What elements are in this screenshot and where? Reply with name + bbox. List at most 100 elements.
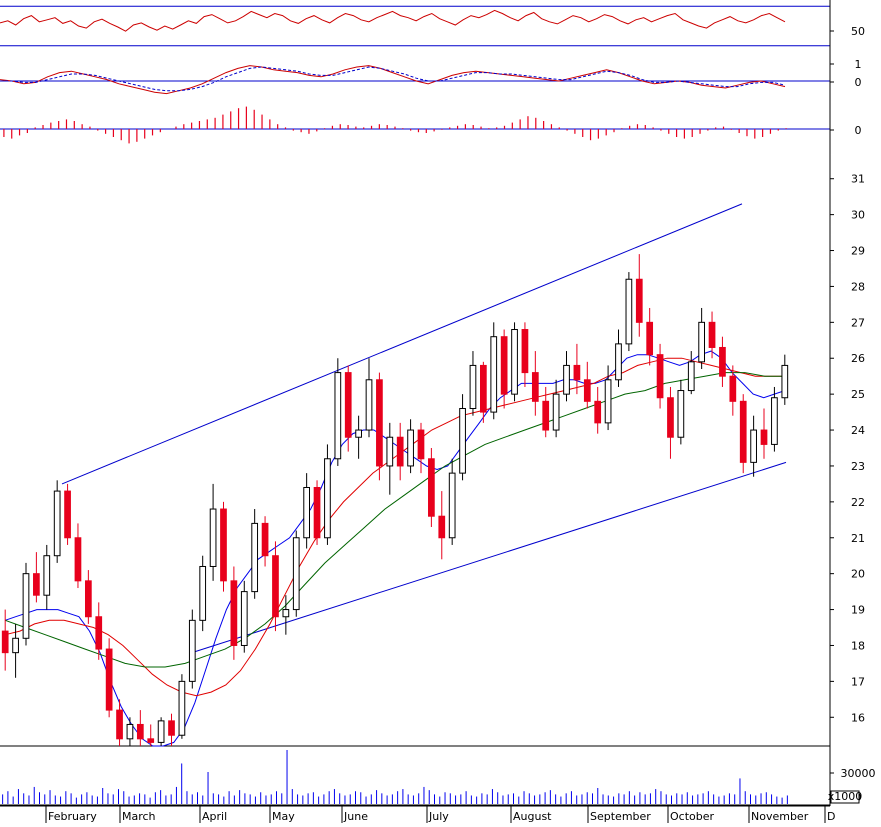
month-label: February bbox=[48, 810, 97, 823]
month-label: September bbox=[590, 810, 651, 823]
candle-body bbox=[438, 515, 446, 539]
rsi-panel bbox=[0, 5, 830, 47]
candle-body bbox=[220, 508, 227, 582]
price-panel bbox=[0, 203, 830, 747]
candle-body bbox=[136, 723, 144, 740]
month-label: June bbox=[343, 810, 368, 823]
candle-body bbox=[563, 364, 570, 395]
candle-body bbox=[53, 490, 61, 557]
channel-lower-line bbox=[191, 461, 787, 654]
candle-body bbox=[781, 364, 789, 399]
candle-body bbox=[64, 490, 71, 539]
month-label: July bbox=[428, 810, 449, 823]
price-tick-label: 22 bbox=[851, 496, 865, 509]
candle-body bbox=[635, 278, 643, 323]
candle-body bbox=[334, 372, 342, 460]
histogram-tick-label: 0 bbox=[855, 124, 862, 137]
candle-body bbox=[708, 321, 716, 348]
price-tick-label: 30 bbox=[851, 209, 865, 222]
price-tick-label: 16 bbox=[851, 711, 865, 724]
month-label: May bbox=[272, 810, 295, 823]
month-label: March bbox=[122, 810, 156, 823]
candle-body bbox=[615, 343, 622, 381]
candle-body bbox=[677, 390, 685, 438]
candle-body bbox=[646, 321, 654, 356]
price-tick-label: 31 bbox=[851, 173, 865, 186]
rsi-series-line bbox=[0, 9, 786, 32]
candle-body bbox=[407, 429, 414, 467]
rsi-tick-label: 50 bbox=[851, 25, 865, 38]
candle-body bbox=[116, 709, 123, 740]
candle-body bbox=[594, 400, 602, 424]
candle-body bbox=[511, 329, 518, 395]
candle-body bbox=[84, 580, 92, 618]
candle-body bbox=[604, 379, 612, 424]
candle-body bbox=[365, 379, 373, 431]
candle-body bbox=[750, 429, 757, 463]
candle-body bbox=[199, 565, 207, 621]
price-tick-label: 18 bbox=[851, 639, 865, 652]
month-label: D bbox=[827, 810, 835, 823]
price-tick-label: 29 bbox=[851, 245, 865, 258]
candle-body bbox=[490, 336, 498, 413]
candle-body bbox=[583, 379, 591, 402]
candle-body bbox=[386, 436, 394, 467]
candle-body bbox=[719, 346, 726, 377]
month-label: April bbox=[202, 810, 227, 823]
volume-unit-label: x1000 bbox=[828, 790, 863, 803]
price-tick-label: 23 bbox=[851, 460, 865, 473]
candle-body bbox=[230, 580, 238, 646]
candle-body bbox=[292, 537, 300, 611]
candle-body bbox=[324, 458, 331, 539]
candle-body bbox=[1, 630, 9, 654]
candle-body bbox=[168, 720, 175, 736]
candle-body bbox=[459, 408, 466, 474]
candle-body bbox=[22, 573, 30, 639]
candle-body bbox=[157, 720, 165, 743]
candle-body bbox=[147, 738, 155, 743]
candle-body bbox=[33, 573, 40, 596]
month-label: August bbox=[513, 810, 552, 823]
medium-ma-line bbox=[5, 357, 785, 697]
price-tick-label: 26 bbox=[851, 352, 865, 365]
candle-body bbox=[344, 372, 352, 438]
candle-body bbox=[469, 364, 477, 410]
candle-body bbox=[240, 591, 248, 646]
candle-body bbox=[95, 616, 103, 650]
candle-body bbox=[698, 321, 706, 363]
price-tick-label: 21 bbox=[851, 532, 865, 545]
candle-body bbox=[531, 372, 539, 402]
candle-body bbox=[188, 619, 196, 682]
candle-body bbox=[739, 400, 747, 463]
candle-body bbox=[521, 329, 529, 374]
macd-signal-line bbox=[0, 66, 786, 92]
macd-tick-label: 0 bbox=[855, 76, 862, 89]
candle-body bbox=[428, 458, 435, 517]
unit-label-box bbox=[830, 790, 860, 804]
candle-body bbox=[209, 508, 217, 567]
candle-body bbox=[656, 354, 664, 399]
candle-body bbox=[178, 680, 186, 736]
candle-body bbox=[43, 555, 51, 596]
candle-body bbox=[573, 364, 581, 381]
candle-body bbox=[687, 361, 695, 392]
candle-body bbox=[376, 379, 383, 467]
candle-body bbox=[625, 278, 633, 345]
candle-body bbox=[417, 429, 425, 460]
candle-body bbox=[760, 429, 768, 445]
candle-body bbox=[355, 429, 362, 438]
candle-body bbox=[313, 486, 321, 539]
candle-body bbox=[74, 537, 82, 582]
macd-line bbox=[0, 65, 786, 95]
price-tick-label: 19 bbox=[851, 604, 865, 617]
macd-histogram-panel bbox=[0, 106, 830, 144]
candle-body bbox=[303, 486, 311, 539]
candle-body bbox=[396, 436, 404, 467]
price-tick-label: 17 bbox=[851, 675, 865, 688]
month-label: November bbox=[751, 810, 809, 823]
candle-body bbox=[251, 522, 259, 593]
candle-body bbox=[272, 555, 279, 618]
